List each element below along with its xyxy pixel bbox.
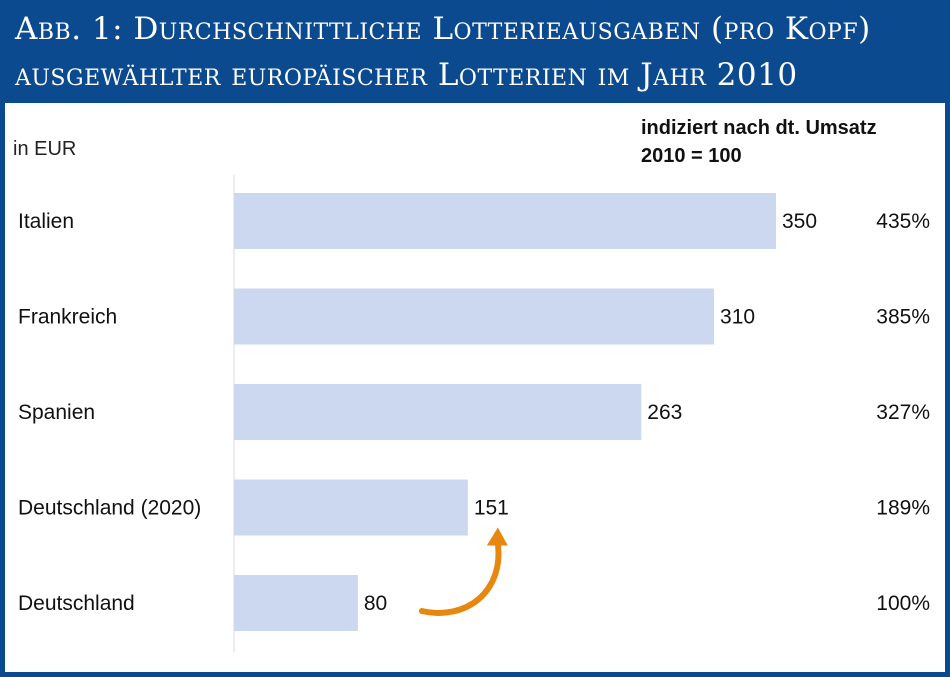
index-note: indiziert nach dt. Umsatz 2010 = 100 (641, 114, 877, 170)
category-label-3: Deutschland (2020) (18, 497, 201, 520)
bar-1 (234, 288, 715, 345)
value-label-0: 350 (782, 210, 817, 233)
index-label-3: 189% (876, 497, 930, 520)
bar-3 (234, 479, 468, 536)
value-label-1: 310 (720, 306, 755, 329)
index-label-0: 435% (876, 210, 930, 233)
bar-4 (234, 575, 358, 631)
value-label-2: 263 (647, 401, 682, 424)
value-label-3: 151 (474, 497, 509, 520)
index-label-1: 385% (876, 306, 930, 329)
category-label-0: Italien (18, 210, 74, 233)
growth-arrow-head (486, 527, 508, 546)
value-label-4: 80 (364, 592, 387, 615)
figure-title-line-2: ausgewählter europäischer Lotterien im J… (15, 57, 798, 93)
index-label-2: 327% (876, 401, 930, 424)
bar-2 (234, 384, 642, 440)
index-note-line-2: 2010 = 100 (641, 145, 742, 167)
unit-label: in EUR (13, 138, 77, 160)
figure-title-line-1: Abb. 1: Durchschnittliche Lotterieausgab… (15, 11, 871, 47)
growth-arrow (418, 540, 502, 616)
index-label-4: 100% (876, 592, 930, 615)
index-note-line-1: indiziert nach dt. Umsatz (641, 117, 877, 139)
title-banner: Abb. 1: Durchschnittliche Lotterieausgab… (5, 5, 945, 103)
category-label-1: Frankreich (18, 306, 117, 329)
bar-0 (234, 193, 776, 249)
category-label-2: Spanien (18, 401, 95, 424)
category-label-4: Deutschland (18, 592, 135, 615)
